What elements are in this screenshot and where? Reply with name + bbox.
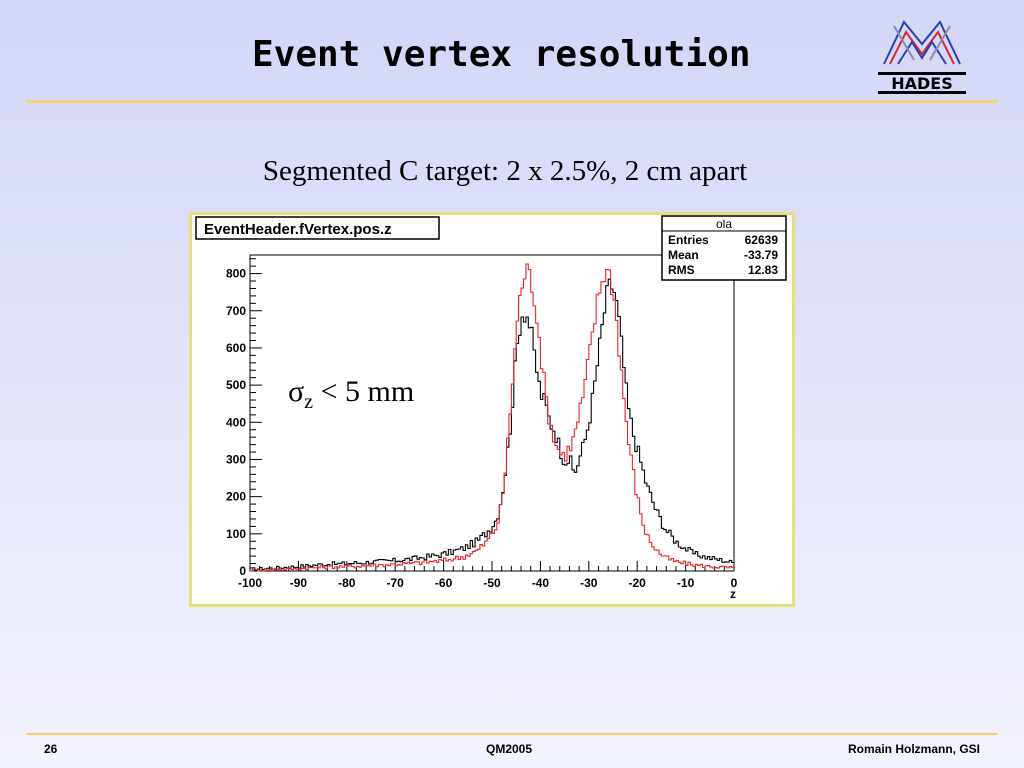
stats-box: ola Entries 62639 Mean -33.79 RMS 12.83 <box>661 215 787 281</box>
stats-name: ola <box>716 217 732 231</box>
x-tick-label: -40 <box>532 576 550 590</box>
y-tick-label: 200 <box>226 490 246 504</box>
y-tick-label: 600 <box>226 341 246 355</box>
histogram-chart: -100 -90 -80 -70 -60 -50 -40 -30 -20 -10 001002003… <box>195 215 787 601</box>
slide-subtitle: Segmented C target: 2 x 2.5%, 2 cm apart <box>262 155 748 187</box>
stats-value-rms: 12.83 <box>748 263 778 277</box>
plot-frame: -100 -90 -80 -70 -60 -50 -40 -30 -20 -10 0 0 100 200 3… <box>189 212 795 607</box>
footer-divider <box>26 733 998 735</box>
footer-conference: QM2005 <box>486 742 533 756</box>
x-tick-label: -50 <box>483 576 501 590</box>
x-tick-label: 0 <box>731 576 738 590</box>
stats-label-rms: RMS <box>668 263 695 277</box>
y-tick-label: 0 <box>239 564 246 578</box>
y-tick-label: 800 <box>226 267 246 281</box>
x-tick-label: -10 <box>677 576 695 590</box>
hades-logo: HADES <box>878 20 966 94</box>
stats-label-mean: Mean <box>668 248 699 262</box>
page-number: 26 <box>44 742 58 756</box>
x-tick-label: -70 <box>387 576 405 590</box>
footer-author: Romain Holzmann, GSI <box>847 742 980 756</box>
x-tick-label: -90 <box>290 576 308 590</box>
chart-title-box: EventHeader.fVertex.pos.z <box>195 216 440 240</box>
x-tick-label: -80 <box>338 576 356 590</box>
x-tick-label: -100 <box>238 576 262 590</box>
x-tick-label: -60 <box>435 576 453 590</box>
series-black-histogram <box>250 278 734 571</box>
slide-title: Event vertex resolution <box>252 34 751 75</box>
y-tick-label: 400 <box>226 415 246 429</box>
y-tick-label: 700 <box>226 304 246 318</box>
y-tick-label: 100 <box>226 527 246 541</box>
series-red-histogram <box>250 263 734 572</box>
stats-value-entries: 62639 <box>745 233 779 247</box>
chart-title: EventHeader.fVertex.pos.z <box>204 221 392 238</box>
svg-text:HADES: HADES <box>891 74 953 93</box>
stats-value-mean: -33.79 <box>744 248 778 262</box>
x-tick-label: -30 <box>580 576 598 590</box>
stats-label-entries: Entries <box>668 233 709 247</box>
title-divider <box>26 100 998 103</box>
x-axis-label: z <box>730 587 736 601</box>
y-tick-label: 500 <box>226 378 246 392</box>
x-tick-label: -20 <box>629 576 647 590</box>
resolution-annotation: σz < 5 mm <box>288 375 414 413</box>
y-tick-label: 300 <box>226 452 246 466</box>
